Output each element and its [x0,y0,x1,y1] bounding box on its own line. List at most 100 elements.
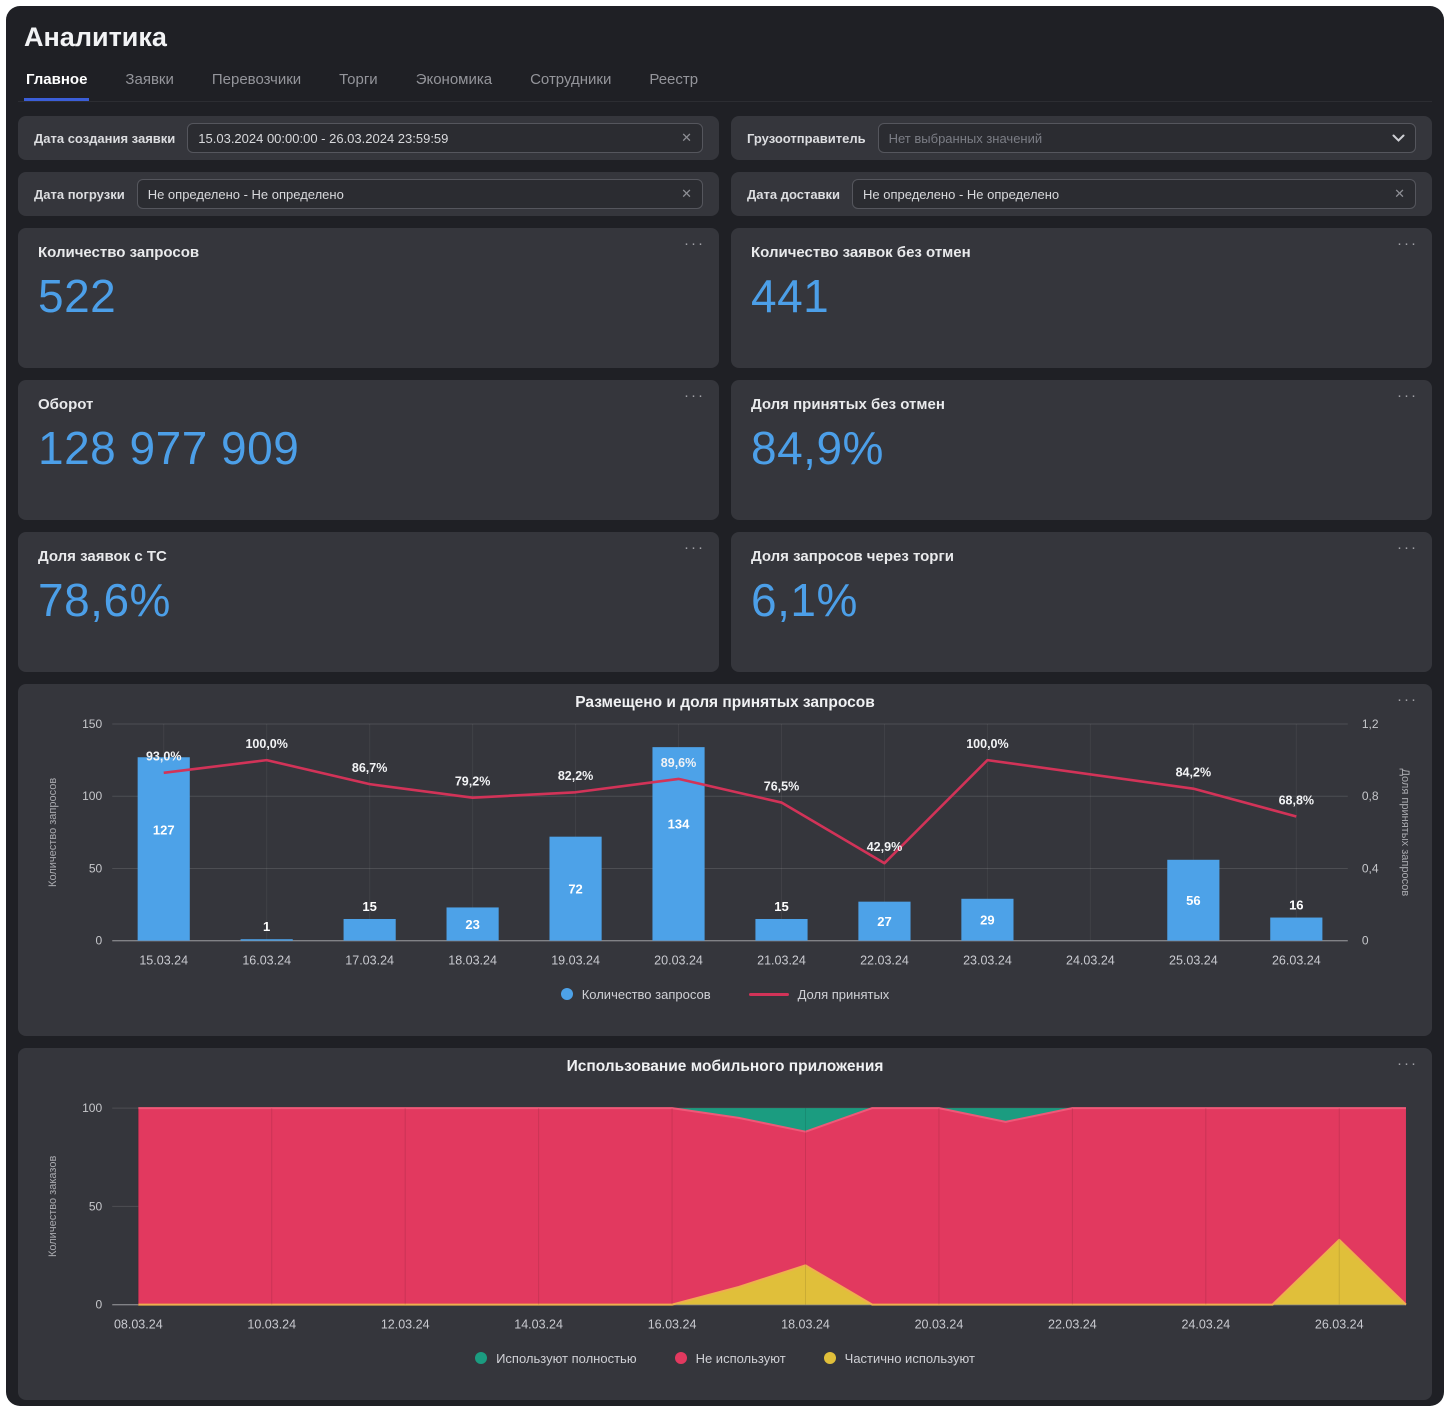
kpi-label: Доля запросов через торги [751,548,954,565]
svg-text:79,2%: 79,2% [455,775,491,789]
bar[interactable] [446,907,499,941]
kpi-value: 128 977 909 [38,422,300,474]
legend-dot-marker [475,1352,488,1365]
clear-icon[interactable]: ✕ [681,130,692,145]
card-menu-button[interactable]: ··· [1397,1055,1418,1072]
svg-text:100: 100 [82,789,102,803]
svg-text:0: 0 [96,934,103,948]
svg-text:134: 134 [668,816,690,831]
svg-text:50: 50 [89,861,103,875]
svg-text:17.03.24: 17.03.24 [345,954,394,968]
accepted-share-line[interactable] [163,758,1297,865]
kpi-card-accepted-share: ··· Доля принятых без отмен 84,9% [731,380,1432,520]
card-menu-button[interactable]: ··· [1397,691,1418,708]
filter-loading-date-label: Дата погрузки [34,186,125,202]
filter-shipper: Грузоотправитель Нет выбранных значений [731,116,1432,160]
tab-torgi[interactable]: Торги [339,71,378,88]
legend-line-marker [748,992,789,996]
legend-item[interactable]: Количество запросов [560,986,711,1002]
svg-text:19.03.24: 19.03.24 [551,954,600,968]
svg-text:127: 127 [153,822,175,837]
svg-text:42,9%: 42,9% [867,840,903,854]
card-menu-button[interactable]: ··· [1397,387,1418,404]
delivery-date-input[interactable]: Не определено - Не определено ✕ [852,179,1416,209]
tab-reestr[interactable]: Реестр [649,71,699,88]
tab-bar: Главное Заявки Перевозчики Торги Экономи… [18,67,1432,102]
legend-item[interactable]: Используют полностью [475,1351,637,1366]
kpi-card-auction-share: ··· Доля запросов через торги 6,1% [731,532,1432,672]
svg-text:1,2: 1,2 [1362,717,1379,731]
created-date-input[interactable]: 15.03.2024 00:00:00 - 26.03.2024 23:59:5… [187,123,703,153]
svg-text:Доля принятых запросов: Доля принятых запросов [1399,768,1411,896]
kpi-card-with-vehicle-share: ··· Доля заявок с ТС 78,6% [18,532,719,672]
created-date-value: 15.03.2024 00:00:00 - 26.03.2024 23:59:5… [198,130,449,146]
loading-date-value: Не определено - Не определено [147,186,344,202]
combo-chart-panel: ··· Размещено и доля принятых запросов 0… [18,684,1432,1036]
legend-label: Используют полностью [496,1350,637,1366]
bar[interactable] [961,898,1014,941]
bar[interactable] [652,747,705,941]
area-chart-legend: Используют полностью Не используют Частичн… [32,1351,1418,1366]
bar[interactable] [1270,917,1323,941]
svg-text:89,6%: 89,6% [661,756,697,770]
card-menu-button[interactable]: ··· [684,387,705,404]
svg-text:23: 23 [465,917,479,932]
svg-text:22.03.24: 22.03.24 [1048,1318,1097,1332]
chevron-down-icon[interactable] [1392,134,1405,143]
svg-text:100,0%: 100,0% [245,737,287,751]
tab-ekonomika[interactable]: Экономика [415,71,493,88]
card-menu-button[interactable]: ··· [1397,235,1418,252]
svg-text:10.03.24: 10.03.24 [247,1318,296,1332]
loading-date-input[interactable]: Не определено - Не определено ✕ [136,179,703,209]
svg-text:29: 29 [980,913,994,928]
area-layer[interactable] [138,1108,1406,1305]
filter-created-date-label: Дата создания заявки [34,130,176,146]
bar[interactable] [137,757,190,941]
kpi-card-requests-count: ··· Количество запросов 522 [18,228,719,368]
tab-perevozchiki[interactable]: Перевозчики [211,71,302,88]
svg-text:Количество запросов: Количество запросов [47,778,59,887]
legend-item[interactable]: Не используют [674,1351,786,1366]
filters-section: Дата создания заявки 15.03.2024 00:00:00… [18,116,1432,216]
svg-text:84,2%: 84,2% [1176,766,1212,780]
legend-dot-marker [823,1352,836,1365]
bar[interactable] [240,939,293,941]
area-layer[interactable] [138,1108,1406,1132]
svg-text:86,7%: 86,7% [352,761,388,775]
combo-chart-legend: Количество запросов Доля принятых [32,987,1418,1002]
kpi-card-orders-no-cancel: ··· Количество заявок без отмен 441 [731,228,1432,368]
tab-sotrudniki[interactable]: Сотрудники [530,71,612,88]
kpi-label: Оборот [38,396,94,413]
svg-text:100,0%: 100,0% [966,737,1008,751]
filter-loading-date: Дата погрузки Не определено - Не определ… [18,172,719,216]
svg-text:20.03.24: 20.03.24 [915,1318,964,1332]
clear-icon[interactable]: ✕ [681,186,692,201]
svg-text:15.03.24: 15.03.24 [139,954,188,968]
svg-text:16: 16 [1289,898,1303,913]
card-menu-button[interactable]: ··· [684,539,705,556]
legend-label: Количество запросов [581,986,711,1002]
svg-text:50: 50 [89,1199,103,1213]
svg-text:26.03.24: 26.03.24 [1315,1318,1364,1332]
svg-text:26.03.24: 26.03.24 [1272,954,1321,968]
bar[interactable] [549,836,602,941]
shipper-select[interactable]: Нет выбранных значений [877,123,1416,153]
legend-dot-marker [674,1352,687,1365]
card-menu-button[interactable]: ··· [684,235,705,252]
card-menu-button[interactable]: ··· [1397,539,1418,556]
legend-item[interactable]: Частично используют [823,1351,975,1366]
bar[interactable] [1167,859,1220,941]
bar[interactable] [343,918,396,941]
svg-text:76,5%: 76,5% [764,780,800,794]
legend-item[interactable]: Доля принятых [748,987,889,1002]
clear-icon[interactable]: ✕ [1394,186,1405,201]
kpi-label: Доля принятых без отмен [751,396,945,413]
svg-text:08.03.24: 08.03.24 [114,1318,163,1332]
svg-text:0,8: 0,8 [1362,789,1379,803]
tab-zayavki[interactable]: Заявки [125,71,174,88]
bar[interactable] [858,901,911,941]
bar[interactable] [755,918,808,941]
svg-text:0: 0 [1362,934,1369,948]
svg-text:72: 72 [568,882,582,897]
tab-glavnoe[interactable]: Главное [24,67,90,101]
